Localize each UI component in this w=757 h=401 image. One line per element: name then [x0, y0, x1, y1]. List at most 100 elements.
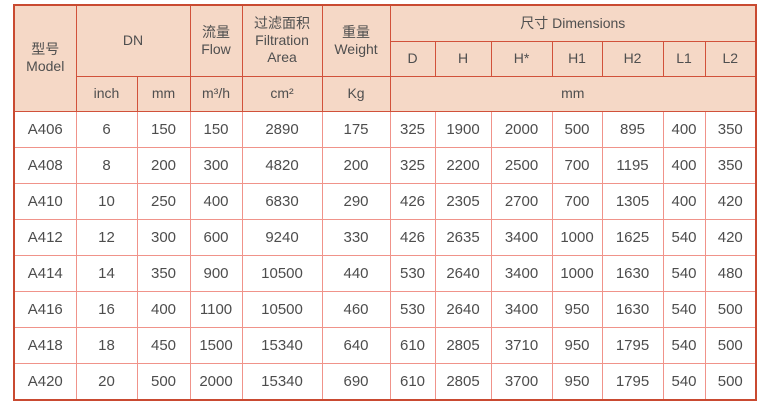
filtration-header-en1: Filtration — [255, 32, 309, 49]
cell-weight: 175 — [321, 110, 391, 148]
cell-h-star: 3400 — [490, 218, 553, 256]
col-header-h1: H1 — [551, 40, 603, 77]
cell-dn-inch: 12 — [75, 218, 138, 256]
cell-weight: 460 — [321, 290, 391, 328]
cell-d: 325 — [389, 146, 436, 184]
cell-d: 530 — [389, 254, 436, 292]
cell-area: 10500 — [241, 254, 323, 292]
cell-weight: 640 — [321, 326, 391, 364]
unit-area: cm² — [241, 75, 323, 112]
table-header: 型号 Model DN 流量 Flow 过滤面积 Filtration Area… — [13, 4, 757, 112]
cell-d: 610 — [389, 362, 436, 400]
cell-h-star: 3400 — [490, 290, 553, 328]
header-row-units: inch mm m³/h cm² Kg mm — [14, 75, 757, 112]
cell-l2: 480 — [704, 254, 757, 292]
cell-h1: 1000 — [551, 218, 603, 256]
spec-table: 型号 Model DN 流量 Flow 过滤面积 Filtration Area… — [13, 4, 757, 401]
cell-flow: 300 — [189, 146, 243, 184]
cell-flow: 1100 — [189, 290, 243, 328]
cell-weight: 330 — [321, 218, 391, 256]
cell-l1: 540 — [662, 254, 706, 292]
header-row-2: D H H* H1 H2 L1 L2 — [14, 40, 757, 77]
model-header-cn: 型号 — [31, 41, 60, 58]
cell-h2: 1795 — [601, 326, 664, 364]
cell-h: 1900 — [434, 110, 492, 148]
cell-model: A414 — [13, 254, 77, 292]
cell-dn-inch: 6 — [75, 110, 138, 148]
cell-model: A406 — [13, 110, 77, 148]
cell-l1: 400 — [662, 182, 706, 220]
cell-h: 2200 — [434, 146, 492, 184]
col-header-h2: H2 — [601, 40, 664, 77]
col-header-flow: 流量 Flow — [189, 4, 243, 77]
cell-area: 15340 — [241, 362, 323, 400]
cell-flow: 1500 — [189, 326, 243, 364]
cell-l2: 500 — [704, 362, 757, 400]
cell-area: 2890 — [241, 110, 323, 148]
cell-dn-inch: 10 — [75, 182, 138, 220]
cell-l2: 350 — [704, 110, 757, 148]
table-row: A418 18 450 1500 15340 640 610 2805 3710 950 1795 5… — [13, 326, 757, 364]
table-row: A420 20 500 2000 15340 690 610 2805 3700 950 1795 5… — [13, 362, 757, 400]
cell-l2: 420 — [704, 182, 757, 220]
cell-weight: 440 — [321, 254, 391, 292]
cell-area: 15340 — [241, 326, 323, 364]
col-header-dn: DN — [75, 4, 191, 77]
cell-dn-mm: 500 — [136, 362, 191, 400]
cell-area: 10500 — [241, 290, 323, 328]
cell-flow: 150 — [189, 110, 243, 148]
cell-model: A410 — [13, 182, 77, 220]
cell-l2: 420 — [704, 218, 757, 256]
cell-model: A418 — [13, 326, 77, 364]
cell-dn-inch: 20 — [75, 362, 138, 400]
cell-dn-mm: 250 — [136, 182, 191, 220]
table-row: A414 14 350 900 10500 440 530 2640 3400 1000 1630 5… — [13, 254, 757, 292]
cell-l1: 400 — [662, 146, 706, 184]
weight-header-en: Weight — [334, 40, 378, 57]
cell-d: 426 — [389, 218, 436, 256]
cell-dn-inch: 8 — [75, 146, 138, 184]
cell-flow: 600 — [189, 218, 243, 256]
col-header-d: D — [389, 40, 436, 77]
col-header-h-star: H* — [490, 40, 553, 77]
cell-l1: 540 — [662, 326, 706, 364]
cell-l2: 350 — [704, 146, 757, 184]
unit-weight: Kg — [321, 75, 391, 112]
cell-dn-inch: 14 — [75, 254, 138, 292]
cell-model: A416 — [13, 290, 77, 328]
flow-header-en: Flow — [201, 40, 231, 57]
flow-header-cn: 流量 — [202, 23, 231, 40]
cell-l1: 540 — [662, 218, 706, 256]
col-header-h: H — [434, 40, 492, 77]
spec-table-body: A406 6 150 150 2890 175 325 1900 2000 500 895 400 35… — [13, 110, 757, 400]
cell-h1: 950 — [551, 326, 603, 364]
cell-d: 426 — [389, 182, 436, 220]
cell-area: 9240 — [241, 218, 323, 256]
cell-weight: 690 — [321, 362, 391, 400]
cell-d: 325 — [389, 110, 436, 148]
cell-flow: 900 — [189, 254, 243, 292]
cell-model: A408 — [13, 146, 77, 184]
cell-d: 610 — [389, 326, 436, 364]
cell-h-star: 3700 — [490, 362, 553, 400]
cell-h-star: 2000 — [490, 110, 553, 148]
cell-h1: 700 — [551, 146, 603, 184]
cell-model: A420 — [13, 362, 77, 400]
cell-h1: 700 — [551, 182, 603, 220]
unit-flow: m³/h — [189, 75, 243, 112]
cell-h-star: 3710 — [490, 326, 553, 364]
cell-h2: 1305 — [601, 182, 664, 220]
unit-dn-inch: inch — [75, 75, 138, 112]
cell-dn-mm: 350 — [136, 254, 191, 292]
cell-h-star: 2500 — [490, 146, 553, 184]
cell-weight: 290 — [321, 182, 391, 220]
cell-h-star: 3400 — [490, 254, 553, 292]
cell-area: 6830 — [241, 182, 323, 220]
table-row: A412 12 300 600 9240 330 426 2635 3400 1000 1625 54… — [13, 218, 757, 256]
col-header-dimensions: 尺寸 Dimensions — [389, 4, 757, 42]
cell-dn-mm: 150 — [136, 110, 191, 148]
cell-dn-mm: 450 — [136, 326, 191, 364]
cell-dn-inch: 18 — [75, 326, 138, 364]
cell-h: 2640 — [434, 254, 492, 292]
cell-h1: 950 — [551, 362, 603, 400]
